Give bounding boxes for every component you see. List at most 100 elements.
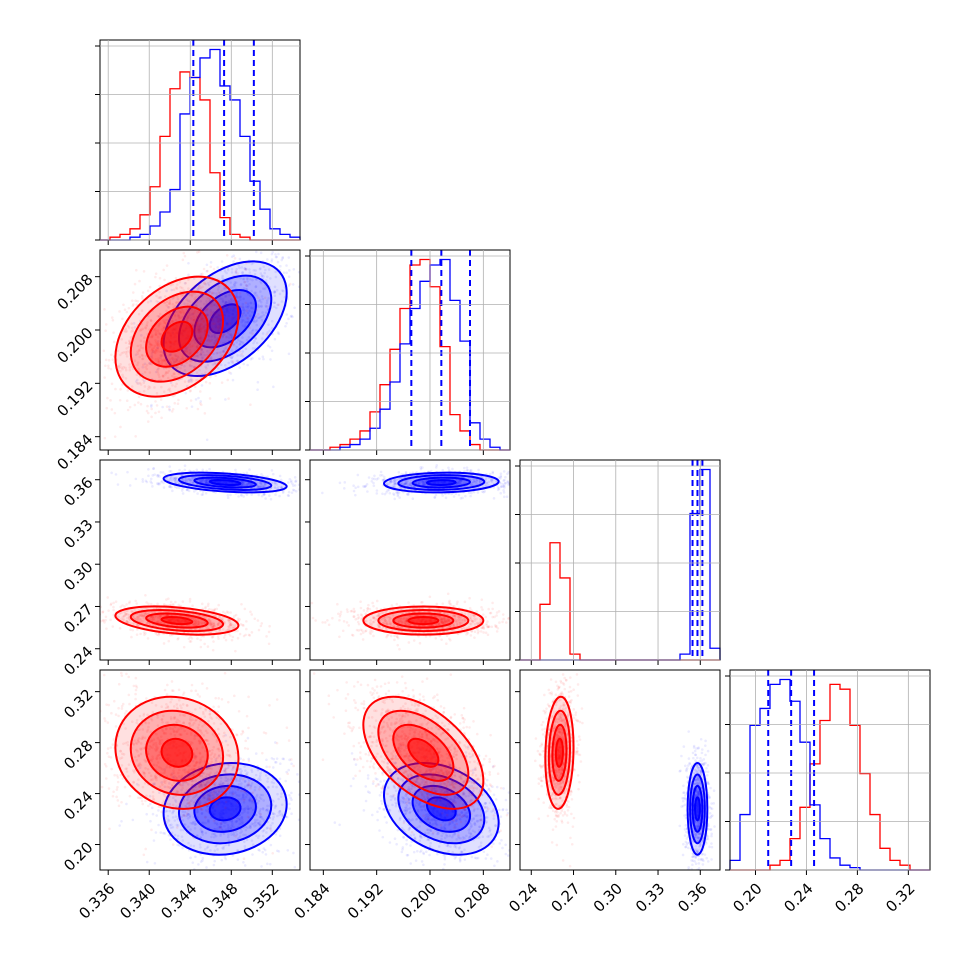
sample-point bbox=[135, 633, 139, 637]
sample-point bbox=[199, 339, 203, 343]
sample-point bbox=[227, 336, 231, 339]
sample-point bbox=[146, 637, 150, 640]
sample-point bbox=[131, 291, 135, 294]
sample-point bbox=[228, 371, 231, 374]
sample-point bbox=[119, 605, 122, 609]
sample-point bbox=[150, 357, 154, 360]
sample-point bbox=[141, 327, 145, 331]
sample-point bbox=[195, 321, 199, 325]
sample-point bbox=[160, 362, 164, 366]
sample-point bbox=[268, 494, 271, 497]
sample-point bbox=[205, 269, 209, 273]
sample-point bbox=[242, 634, 246, 638]
sample-point bbox=[209, 280, 212, 284]
sample-point bbox=[222, 349, 226, 353]
sample-point bbox=[183, 254, 187, 258]
sample-point bbox=[144, 593, 147, 597]
sample-point bbox=[156, 335, 160, 339]
sample-point bbox=[254, 337, 258, 340]
sample-point bbox=[120, 337, 124, 341]
sample-point bbox=[209, 375, 212, 379]
sample-point bbox=[186, 302, 189, 306]
sample-point bbox=[192, 311, 196, 315]
sample-point bbox=[258, 267, 262, 271]
sample-point bbox=[131, 628, 135, 632]
sample-point bbox=[97, 343, 100, 346]
sample-point bbox=[184, 347, 188, 351]
sample-point bbox=[162, 325, 166, 329]
sample-point bbox=[243, 324, 247, 327]
sample-point bbox=[177, 356, 180, 359]
sample-point bbox=[237, 296, 241, 299]
sample-point bbox=[195, 303, 198, 307]
sample-point bbox=[511, 472, 514, 475]
sample-point bbox=[204, 371, 207, 375]
y-tick-label: 0.24 bbox=[60, 643, 96, 679]
sample-point bbox=[226, 496, 230, 500]
sample-point bbox=[269, 358, 272, 361]
sample-point bbox=[165, 289, 168, 293]
sample-point bbox=[180, 489, 184, 492]
sample-point bbox=[134, 380, 138, 383]
sample-point bbox=[265, 333, 268, 336]
sample-point bbox=[233, 282, 236, 286]
sample-point bbox=[195, 345, 199, 349]
sample-point bbox=[198, 314, 202, 318]
sample-point bbox=[222, 610, 225, 614]
sample-point bbox=[273, 337, 277, 341]
sample-point bbox=[188, 469, 191, 473]
sample-point bbox=[111, 358, 115, 361]
sample-point bbox=[247, 320, 250, 323]
sample-point bbox=[156, 346, 159, 349]
sample-point bbox=[107, 366, 110, 370]
sample-point bbox=[260, 315, 263, 318]
sample-point bbox=[211, 322, 215, 326]
sample-point bbox=[210, 318, 214, 321]
contour-red bbox=[160, 320, 194, 353]
y-tick-label: 0.184 bbox=[53, 430, 96, 473]
sample-point bbox=[181, 293, 185, 297]
sample-point bbox=[137, 312, 141, 316]
sample-point bbox=[224, 301, 228, 304]
sample-point bbox=[148, 342, 152, 346]
sample-point bbox=[110, 382, 114, 386]
sample-point bbox=[137, 367, 140, 371]
sample-point bbox=[278, 292, 282, 296]
sample-point bbox=[139, 402, 143, 406]
sample-point bbox=[219, 354, 223, 357]
sample-point bbox=[256, 316, 260, 320]
sample-point bbox=[245, 627, 248, 631]
sample-point bbox=[152, 350, 155, 353]
sample-point bbox=[154, 341, 158, 344]
sample-point bbox=[198, 341, 202, 345]
panel-frame bbox=[99, 249, 301, 451]
sample-point bbox=[254, 320, 258, 323]
sample-point bbox=[506, 480, 510, 483]
x-ticks-col-3: 0.20 0.24 0.28 0.32 bbox=[729, 670, 919, 916]
sample-point bbox=[203, 412, 207, 415]
sample-point bbox=[268, 329, 271, 333]
sample-point bbox=[163, 321, 166, 324]
sample-point bbox=[275, 231, 278, 234]
sample-point bbox=[311, 278, 314, 281]
sample-point bbox=[138, 381, 142, 385]
sample-point bbox=[197, 396, 200, 400]
sample-point bbox=[215, 295, 218, 298]
sample-point bbox=[216, 347, 219, 351]
sample-point bbox=[257, 305, 260, 309]
sample-point bbox=[260, 318, 264, 322]
sample-point bbox=[255, 308, 258, 312]
sample-point bbox=[257, 486, 261, 489]
sample-point bbox=[288, 269, 291, 272]
sample-point bbox=[449, 603, 453, 606]
sample-point bbox=[244, 314, 248, 317]
sample-point bbox=[505, 495, 509, 499]
sample-point bbox=[212, 267, 216, 271]
sample-point bbox=[234, 270, 238, 274]
sample-point bbox=[138, 349, 141, 352]
sample-point bbox=[251, 328, 255, 332]
sample-point bbox=[231, 355, 234, 358]
sample-point bbox=[171, 356, 174, 360]
sample-point bbox=[170, 374, 174, 378]
sample-point bbox=[110, 408, 114, 411]
